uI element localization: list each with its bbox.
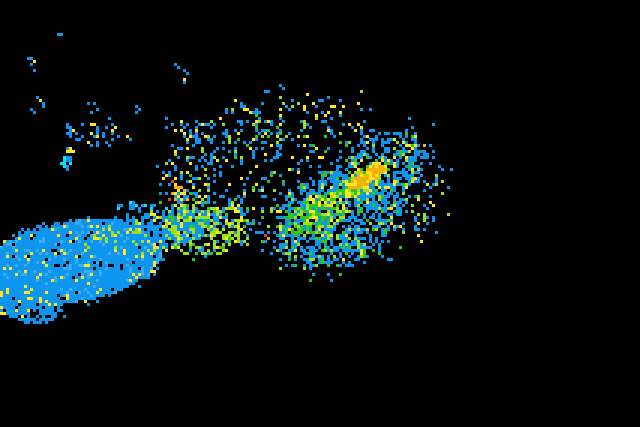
radar-reflectivity-canvas [0,0,640,427]
radar-display [0,0,640,427]
